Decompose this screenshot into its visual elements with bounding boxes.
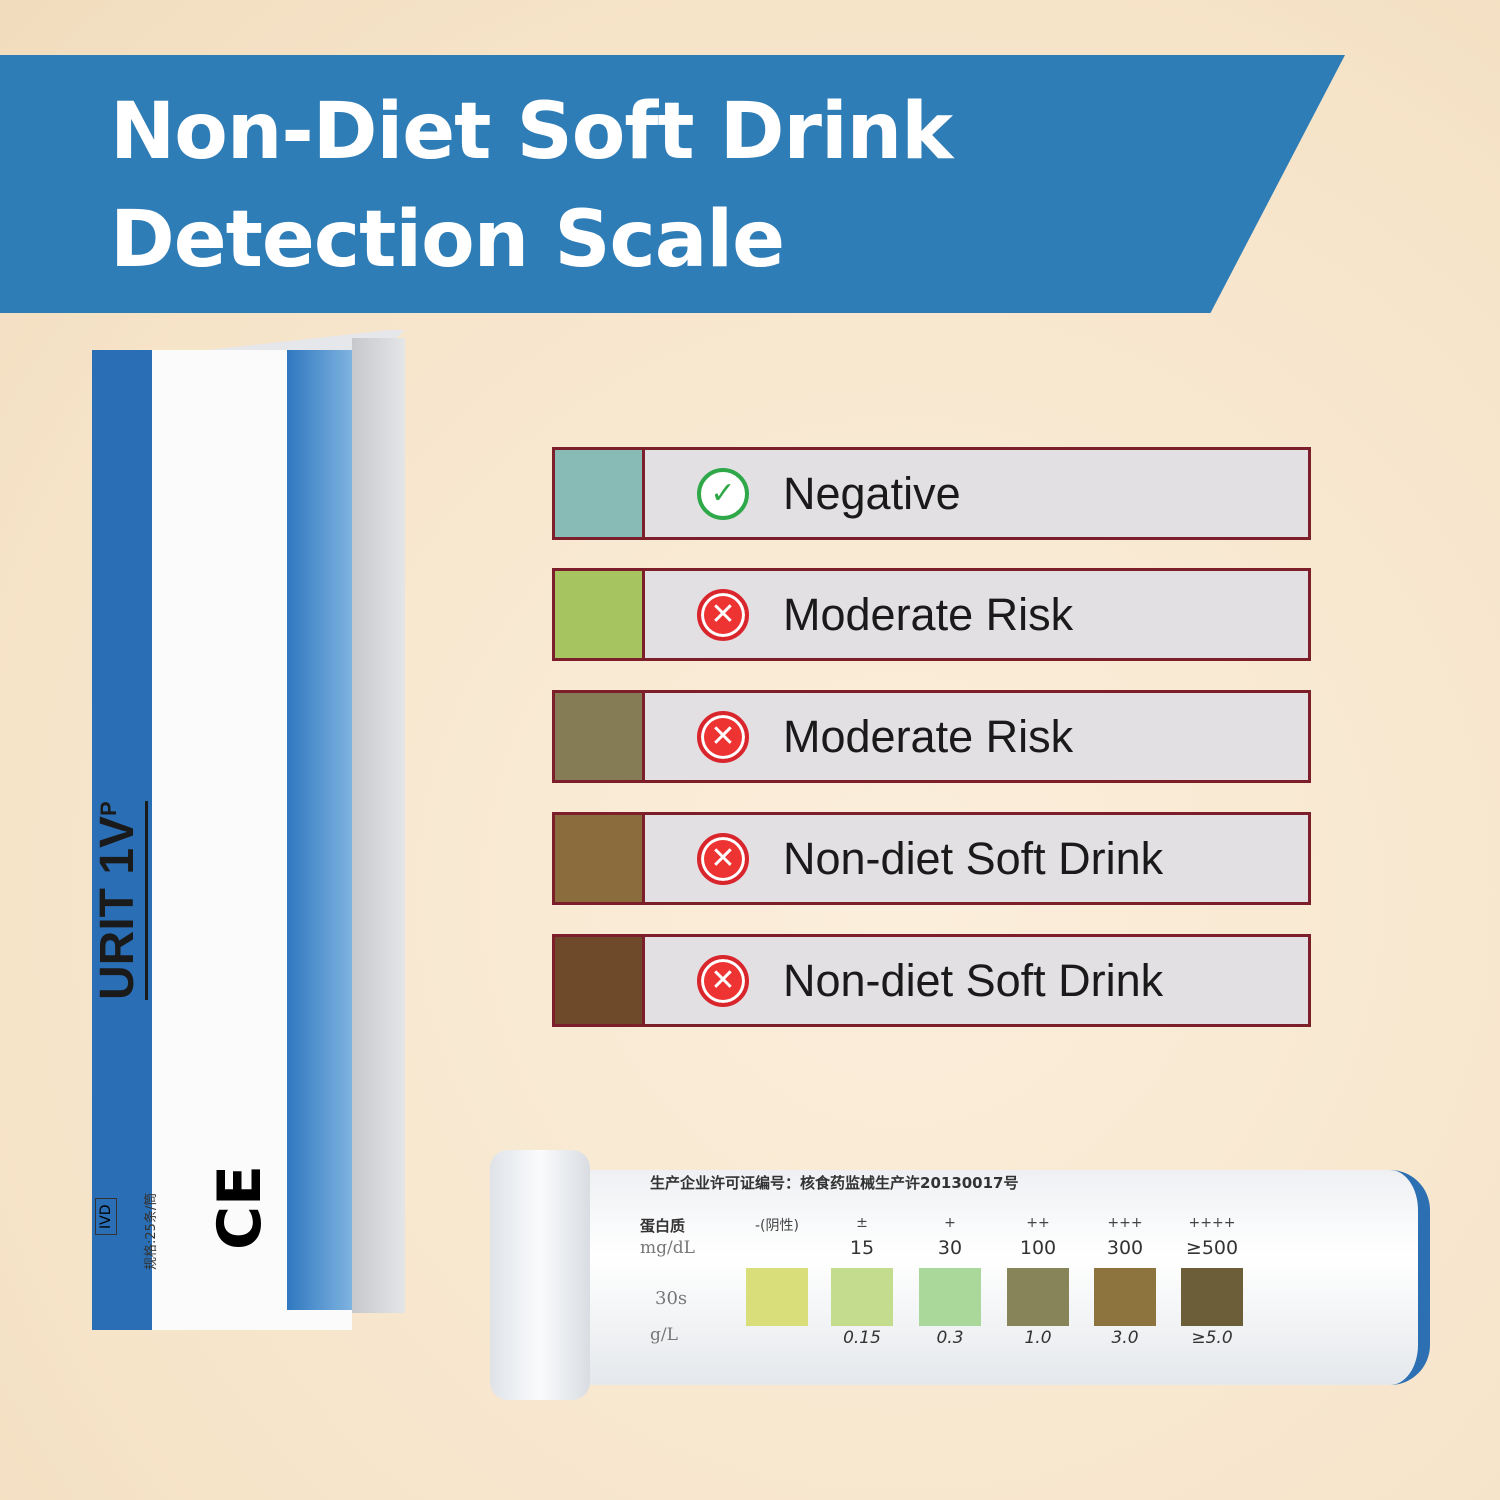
title-line-2: Detection Scale — [110, 195, 785, 285]
check-circle-icon: ✓ — [697, 467, 749, 520]
scale-row: ✕ Moderate Risk — [552, 568, 1311, 661]
page-title: Non-Diet Soft Drink Detection Scale — [110, 78, 953, 294]
brand-name: URIT 1VP — [90, 801, 148, 1000]
color-swatch — [555, 815, 645, 902]
color-swatch — [555, 450, 645, 537]
ce-mark: CE — [205, 1164, 275, 1250]
level-mgdl: 15 — [849, 1237, 875, 1259]
x-circle-icon: ✕ — [697, 954, 749, 1007]
box-stripe — [287, 350, 352, 1310]
test-strip-tube: 生产企业许可证编号：核食药监械生产许20130017号 蛋白质 mg/dL 30… — [490, 1150, 1440, 1400]
level-mgdl: 100 — [1019, 1237, 1057, 1259]
color-pad — [831, 1268, 893, 1326]
level-sign: + — [944, 1215, 956, 1231]
level-gl: 3.0 — [1111, 1328, 1139, 1348]
x-circle-icon: ✕ — [697, 588, 749, 641]
tube-cap — [490, 1150, 590, 1400]
color-pad — [919, 1268, 981, 1326]
level-sign: ± — [856, 1215, 868, 1231]
scale-label: Non-diet Soft Drink — [783, 832, 1164, 884]
level-sign: ++++ — [1188, 1215, 1236, 1231]
level-gl: ≥5.0 — [1191, 1328, 1233, 1348]
scale-label: Non-diet Soft Drink — [783, 954, 1164, 1006]
scale-label: Moderate Risk — [783, 588, 1074, 640]
level-mgdl: 30 — [937, 1237, 963, 1259]
level-sign: +++ — [1107, 1215, 1143, 1231]
level-sign: -(阴性) — [755, 1218, 799, 1234]
scale-row: ✕ Moderate Risk — [552, 690, 1311, 783]
level-sign: ++ — [1026, 1215, 1050, 1231]
analyte-label: 蛋白质 — [640, 1217, 686, 1235]
level-mgdl: 300 — [1106, 1237, 1144, 1259]
color-pad — [1181, 1268, 1243, 1326]
level-gl: 1.0 — [1024, 1328, 1052, 1348]
color-swatch — [555, 571, 645, 658]
unit-gl: g/L — [650, 1325, 678, 1345]
tube-header: 生产企业许可证编号：核食药监械生产许20130017号 — [650, 1174, 1019, 1192]
level-mgdl: ≥500 — [1185, 1237, 1239, 1259]
tube-body — [580, 1170, 1430, 1385]
unit-mgdl: mg/dL — [640, 1238, 695, 1258]
level-gl: 0.3 — [936, 1328, 964, 1348]
color-swatch — [555, 693, 645, 780]
spec-label: 规格:25条/筒 — [144, 1192, 159, 1270]
ivd-label: IVD — [95, 1198, 117, 1235]
color-pad — [1007, 1268, 1069, 1326]
title-banner — [0, 55, 1345, 313]
product-box — [92, 330, 405, 1330]
color-pad — [746, 1268, 808, 1326]
scale-row: ✓ Negative — [552, 447, 1311, 540]
box-side — [352, 338, 405, 1313]
scale-row: ✕ Non-diet Soft Drink — [552, 934, 1311, 1027]
x-circle-icon: ✕ — [697, 710, 749, 763]
title-line-1: Non-Diet Soft Drink — [110, 87, 953, 177]
color-pad — [1094, 1268, 1156, 1326]
time-label: 30s — [655, 1288, 688, 1309]
level-gl: 0.15 — [843, 1328, 881, 1348]
scale-label: Negative — [783, 467, 961, 519]
scale-label: Moderate Risk — [783, 710, 1074, 762]
color-swatch — [555, 937, 645, 1024]
x-circle-icon: ✕ — [697, 832, 749, 885]
scale-row: ✕ Non-diet Soft Drink — [552, 812, 1311, 905]
